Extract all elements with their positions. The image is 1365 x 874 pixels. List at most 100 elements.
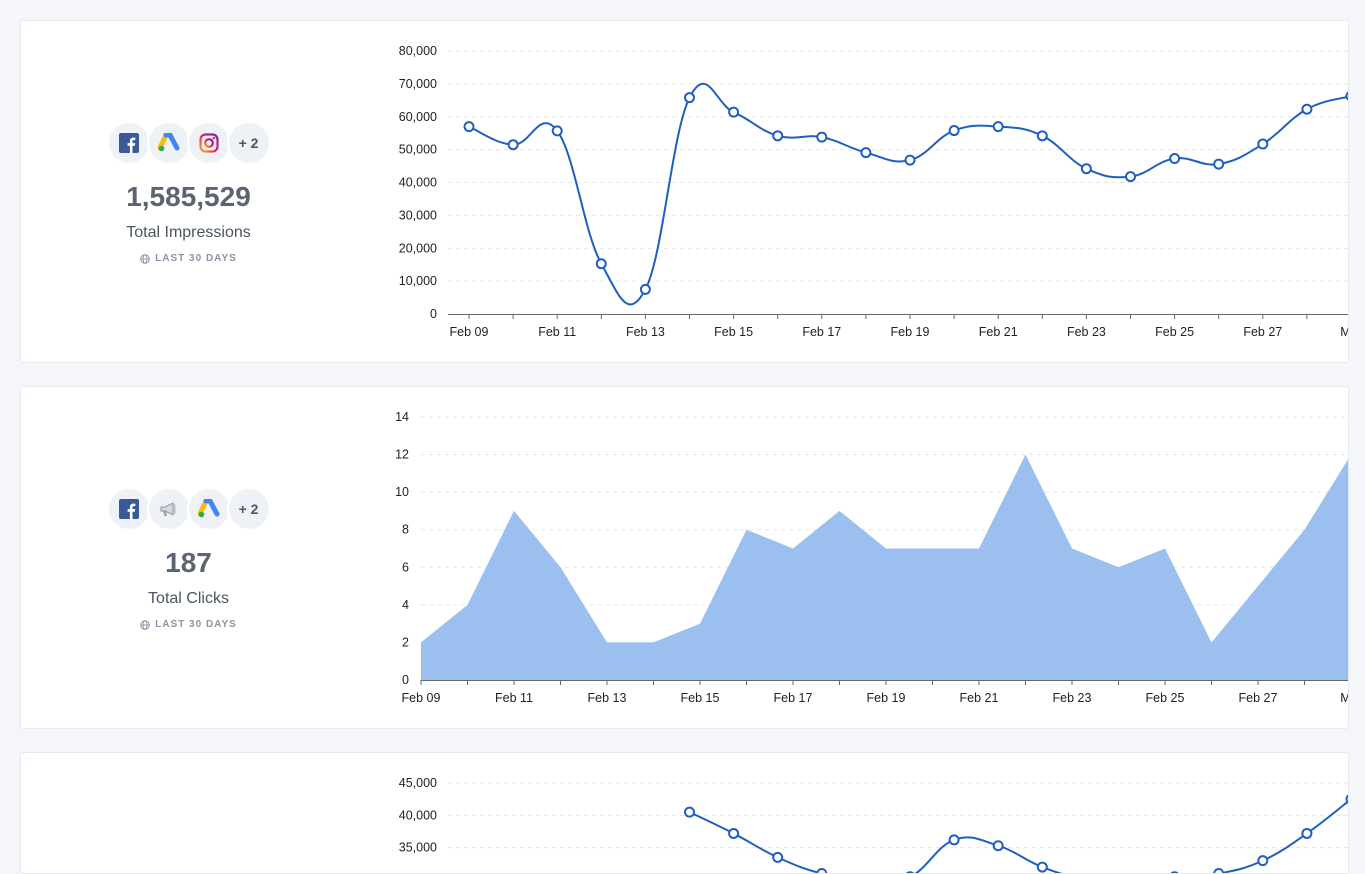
impressions-value: 1,585,529 — [126, 181, 251, 212]
y-tick-label: 40,000 — [399, 176, 437, 190]
x-tick-label: Feb 17 — [802, 325, 841, 339]
clicks-value: 187 — [165, 547, 212, 578]
y-tick-label: 0 — [402, 673, 409, 687]
platform-icons: + 2 — [21, 487, 356, 531]
x-tick-label: Feb 25 — [1146, 691, 1185, 705]
data-point[interactable] — [1036, 861, 1048, 873]
x-tick-label: Feb 21 — [960, 691, 999, 705]
period-text: LAST 30 DAYS — [155, 619, 237, 630]
data-point[interactable] — [551, 125, 563, 137]
data-point[interactable] — [1036, 130, 1048, 142]
globe-icon — [140, 619, 150, 630]
data-point[interactable] — [507, 139, 519, 151]
x-tick-label: Feb 09 — [450, 325, 489, 339]
data-point[interactable] — [595, 258, 607, 270]
y-tick-label: 40,000 — [399, 808, 437, 822]
clicks-summary: + 2 187 Total Clicks LAST 30 DAYS — [21, 387, 356, 728]
data-point[interactable] — [1301, 103, 1313, 115]
third-metric-card: 35,000 40,000 45,000 — [20, 752, 1349, 874]
x-tick-label: Feb 27 — [1239, 691, 1278, 705]
x-tick-label: Feb 13 — [626, 325, 665, 339]
data-point[interactable] — [1169, 153, 1181, 165]
data-point[interactable] — [816, 868, 828, 873]
impressions-summary: + 2 1,585,529 Total Impressions LAST 30 … — [21, 21, 356, 362]
more-platforms-badge[interactable]: + 2 — [226, 121, 271, 165]
data-point[interactable] — [684, 806, 695, 818]
data-point[interactable] — [904, 154, 916, 166]
facebook-icon — [106, 121, 151, 165]
y-tick-label: 14 — [395, 410, 409, 424]
y-tick-label: 2 — [402, 635, 409, 649]
data-point[interactable] — [1257, 138, 1269, 150]
google-ads-icon — [186, 487, 231, 531]
data-point[interactable] — [905, 871, 915, 873]
x-tick-label: Feb 19 — [891, 325, 930, 339]
megaphone-icon — [146, 487, 191, 531]
period-text: LAST 30 DAYS — [155, 253, 237, 264]
y-tick-label: 70,000 — [399, 77, 437, 91]
data-point[interactable] — [948, 125, 960, 137]
google-ads-icon — [146, 121, 191, 165]
data-point[interactable] — [772, 130, 784, 142]
data-point[interactable] — [639, 283, 651, 295]
x-tick-label: Feb 23 — [1053, 691, 1092, 705]
x-tick-label: Feb 23 — [1067, 325, 1106, 339]
clicks-area-series — [421, 454, 1348, 680]
data-point[interactable] — [1301, 827, 1313, 839]
y-tick-label: 35,000 — [399, 841, 437, 855]
clicks-chart: 0 2 4 6 8 10 12 14 Feb 09 Feb 11 Feb 13 Feb 15 Feb 1… — [395, 410, 1348, 705]
data-point[interactable] — [463, 121, 475, 133]
impressions-label: Total Impressions — [126, 224, 251, 241]
data-point[interactable] — [1213, 868, 1225, 873]
y-tick-label: 10,000 — [399, 274, 437, 288]
more-platforms-count: + 2 — [238, 501, 259, 517]
platform-icons: + 2 — [21, 121, 356, 165]
x-tick-label: Feb 09 — [402, 691, 441, 705]
data-point[interactable] — [684, 92, 695, 104]
y-tick-label: 10 — [395, 485, 409, 499]
x-tick-label: Feb 15 — [714, 325, 753, 339]
data-point[interactable] — [992, 121, 1004, 133]
x-tick-label: Feb 21 — [979, 325, 1018, 339]
y-tick-label: 50,000 — [399, 143, 437, 157]
data-point[interactable] — [772, 851, 784, 863]
data-point[interactable] — [860, 147, 872, 159]
x-tick-label: Feb 15 — [681, 691, 720, 705]
third-chart: 35,000 40,000 45,000 — [399, 776, 1349, 873]
x-tick-label: Feb 13 — [588, 691, 627, 705]
clicks-chart-area: 0 2 4 6 8 10 12 14 Feb 09 Feb 11 Feb 13 Feb 15 Feb 1… — [356, 387, 1348, 728]
y-tick-label: 20,000 — [399, 241, 437, 255]
impressions-card: + 2 1,585,529 Total Impressions LAST 30 … — [20, 20, 1349, 363]
data-point[interactable] — [816, 131, 828, 143]
impressions-period: LAST 30 DAYS — [21, 253, 356, 264]
data-point[interactable] — [728, 106, 740, 118]
data-point[interactable] — [1213, 158, 1225, 170]
data-point[interactable] — [1125, 171, 1136, 183]
instagram-icon — [186, 121, 231, 165]
clicks-label: Total Clicks — [148, 590, 229, 607]
y-tick-label: 0 — [430, 307, 437, 321]
y-tick-label: 6 — [402, 560, 409, 574]
data-point[interactable] — [1345, 794, 1349, 804]
y-tick-label: 12 — [395, 448, 409, 462]
data-point[interactable] — [1345, 91, 1349, 101]
data-point[interactable] — [1080, 163, 1092, 175]
more-platforms-badge[interactable]: + 2 — [226, 487, 271, 531]
data-point[interactable] — [1170, 871, 1179, 873]
x-tick-label: Feb 17 — [774, 691, 813, 705]
y-tick-label: 8 — [402, 523, 409, 537]
x-tick-label: Feb 27 — [1243, 325, 1282, 339]
globe-icon — [140, 253, 150, 264]
x-tick-label: Mar — [1340, 325, 1348, 339]
data-point[interactable] — [948, 834, 960, 846]
x-tick-label: Feb 25 — [1155, 325, 1194, 339]
data-point[interactable] — [728, 827, 740, 839]
data-point[interactable] — [1257, 855, 1269, 867]
y-tick-label: 4 — [402, 598, 409, 612]
x-tick-label: Feb 11 — [495, 691, 533, 705]
clicks-period: LAST 30 DAYS — [21, 619, 356, 630]
line-series — [689, 800, 1348, 873]
y-tick-label: 60,000 — [399, 110, 437, 124]
impressions-chart-area: 0 10,000 20,000 30,000 40,000 50,000 60,000 70,… — [356, 21, 1348, 362]
x-tick-label: Feb 11 — [538, 325, 576, 339]
